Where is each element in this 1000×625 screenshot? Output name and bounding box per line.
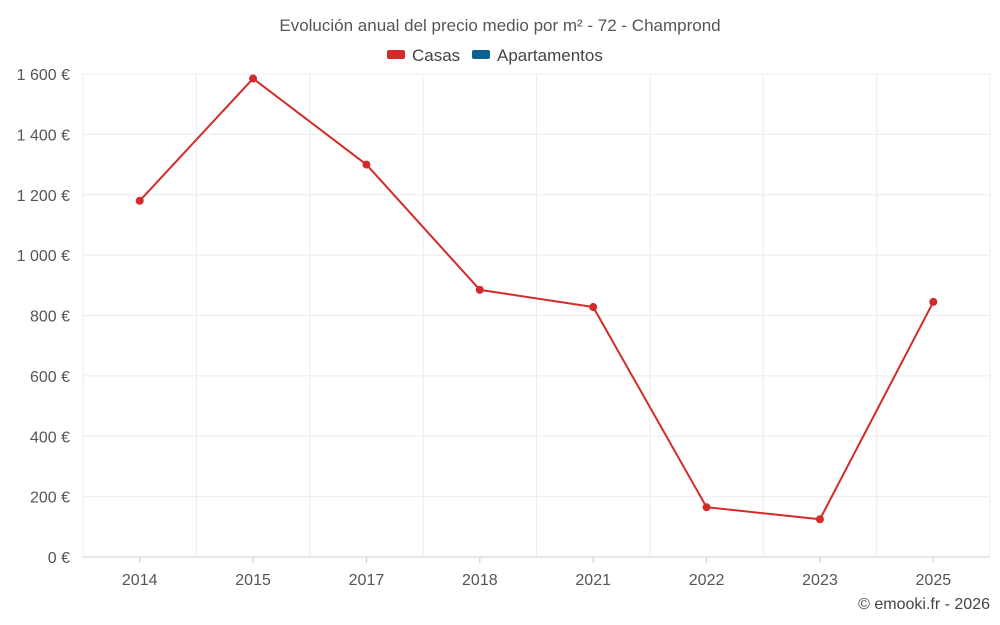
y-tick-label: 1 600 € xyxy=(17,67,70,84)
y-tick-label: 600 € xyxy=(30,369,70,386)
data-point[interactable] xyxy=(362,160,371,169)
credit: © emooki.fr - 2026 xyxy=(858,596,990,613)
series-line xyxy=(138,77,935,521)
data-point[interactable] xyxy=(815,515,824,524)
data-point[interactable] xyxy=(589,303,598,312)
y-tick-label: 1 200 € xyxy=(17,188,70,205)
x-axis: 2014 2015 2017 2018 2021 2022 2023 2025 xyxy=(122,557,951,589)
legend-item-apartamentos[interactable]: Apartamentos xyxy=(472,46,603,65)
x-tick-label: 2015 xyxy=(235,572,271,589)
legend-label-apartamentos: Apartamentos xyxy=(497,46,603,65)
x-tick-label: 2023 xyxy=(802,572,838,589)
x-tick-label: 2021 xyxy=(575,572,611,589)
series-casas xyxy=(135,74,938,524)
data-point[interactable] xyxy=(135,196,144,205)
y-axis: 0 € 200 € 400 € 600 € 800 € 1 000 € 1 200 € 1 4… xyxy=(17,67,70,567)
y-tick-label: 200 € xyxy=(30,490,70,507)
x-tick-label: 2014 xyxy=(122,572,158,589)
y-tick-label: 1 000 € xyxy=(17,248,70,265)
y-tick-label: 1 400 € xyxy=(17,127,70,144)
x-tick-label: 2025 xyxy=(916,572,952,589)
legend-label-casas: Casas xyxy=(412,46,460,65)
legend: Casas Apartamentos xyxy=(387,46,603,65)
legend-item-casas[interactable]: Casas xyxy=(387,46,460,65)
grid xyxy=(82,73,991,558)
data-point[interactable] xyxy=(702,503,711,512)
legend-swatch-casas xyxy=(387,50,405,59)
data-point[interactable] xyxy=(929,297,938,306)
legend-swatch-apartamentos xyxy=(472,50,490,59)
x-tick-label: 2018 xyxy=(462,572,498,589)
y-tick-label: 0 € xyxy=(48,550,70,567)
y-tick-label: 800 € xyxy=(30,309,70,326)
x-tick-label: 2022 xyxy=(689,572,725,589)
data-point[interactable] xyxy=(249,74,258,83)
y-tick-label: 400 € xyxy=(30,429,70,446)
data-point[interactable] xyxy=(475,285,484,294)
chart-title: Evolución anual del precio medio por m² … xyxy=(279,16,720,35)
x-tick-label: 2017 xyxy=(349,572,385,589)
